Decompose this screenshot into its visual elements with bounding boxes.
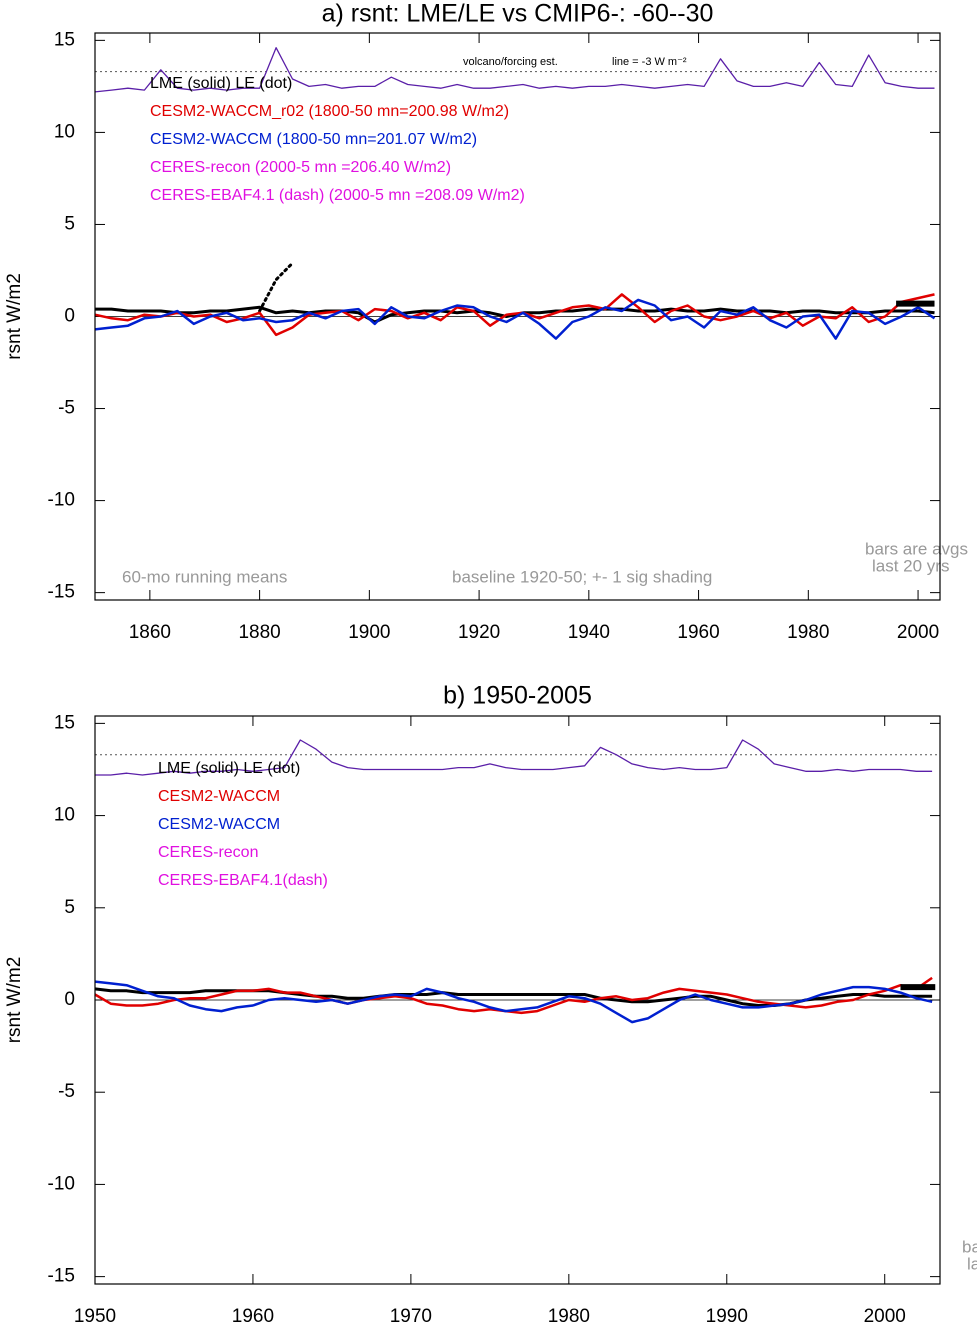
annotation: volcano/forcing est. bbox=[463, 56, 558, 68]
legend-entry: LME (solid) LE (dot) bbox=[158, 760, 300, 777]
series-line bbox=[95, 739, 933, 776]
y-tick-label: 10 bbox=[54, 805, 75, 826]
y-axis-label: rsnt W/m2 bbox=[4, 273, 25, 360]
y-tick-label: 0 bbox=[64, 306, 75, 327]
y-tick-label: -10 bbox=[48, 1173, 75, 1194]
y-tick-label: 15 bbox=[54, 29, 75, 50]
legend-entry: CERES-recon bbox=[158, 844, 258, 861]
y-tick-label: -5 bbox=[58, 1081, 75, 1102]
x-tick-label: 1940 bbox=[568, 622, 610, 643]
y-tick-label: -10 bbox=[48, 490, 75, 511]
chart-title: b) 1950-2005 bbox=[443, 682, 592, 710]
legend-entry: CESM2-WACCM bbox=[158, 816, 280, 833]
plot-frame bbox=[94, 32, 941, 601]
legend-entry: CERES-recon (2000-5 mn =206.40 W/m2) bbox=[150, 159, 451, 176]
series-line bbox=[94, 47, 935, 93]
y-tick-label: -15 bbox=[48, 582, 75, 603]
x-tick-label: 1960 bbox=[232, 1306, 274, 1325]
legend-entry: CESM2-WACCM (1800-50 mn=201.07 W/m2) bbox=[150, 131, 477, 148]
plot-frame bbox=[94, 715, 941, 1285]
x-tick-label: 1960 bbox=[677, 622, 719, 643]
annotation: last 20 yrs bbox=[872, 556, 949, 575]
x-tick-label: 1980 bbox=[787, 622, 829, 643]
annotation: baseline 1920-50; +- 1 sig shading bbox=[452, 567, 712, 586]
legend-entry: CESM2-WACCM bbox=[158, 788, 280, 805]
y-tick-label: 10 bbox=[54, 121, 75, 142]
y-tick-label: -5 bbox=[58, 398, 75, 419]
series-line bbox=[94, 293, 935, 337]
legend-entry: CERES-EBAF4.1(dash) bbox=[158, 872, 328, 889]
legend-entry: CESM2-WACCM_r02 (1800-50 mn=200.98 W/m2) bbox=[150, 103, 509, 120]
x-tick-label: 1980 bbox=[548, 1306, 590, 1325]
series-line bbox=[94, 980, 933, 1024]
legend-entry: LME (solid) LE (dot) bbox=[150, 75, 292, 92]
annotation: last 20 yrs bbox=[967, 1254, 977, 1273]
annotation: 60-mo running means bbox=[122, 567, 287, 586]
annotation: line = -3 W m⁻² bbox=[612, 56, 687, 68]
y-tick-label: 0 bbox=[64, 989, 75, 1010]
annotation: bars are avgs bbox=[865, 539, 968, 558]
series-line bbox=[94, 976, 933, 1015]
series-line bbox=[258, 261, 294, 313]
y-tick-label: 15 bbox=[54, 712, 75, 733]
x-tick-label: 1920 bbox=[458, 622, 500, 643]
x-tick-label: 2000 bbox=[897, 622, 939, 643]
x-tick-label: 1860 bbox=[129, 622, 171, 643]
x-tick-label: 1950 bbox=[74, 1306, 116, 1325]
x-tick-label: 1990 bbox=[706, 1306, 748, 1325]
x-tick-label: 1970 bbox=[390, 1306, 432, 1325]
series-line bbox=[94, 987, 933, 1007]
y-axis-label: rsnt W/m2 bbox=[4, 957, 25, 1044]
annotation: bars are avgs bbox=[962, 1237, 977, 1256]
x-tick-label: 1900 bbox=[348, 622, 390, 643]
y-tick-label: 5 bbox=[64, 897, 75, 918]
y-tick-label: 5 bbox=[64, 213, 75, 234]
chart-title: a) rsnt: LME/LE vs CMIP6-: -60--30 bbox=[322, 0, 714, 28]
series-line bbox=[94, 298, 936, 340]
x-tick-label: 2000 bbox=[864, 1306, 906, 1325]
x-tick-label: 1880 bbox=[238, 622, 280, 643]
legend-entry: CERES-EBAF4.1 (dash) (2000-5 mn =208.09 … bbox=[150, 187, 525, 204]
y-tick-label: -15 bbox=[48, 1266, 75, 1287]
